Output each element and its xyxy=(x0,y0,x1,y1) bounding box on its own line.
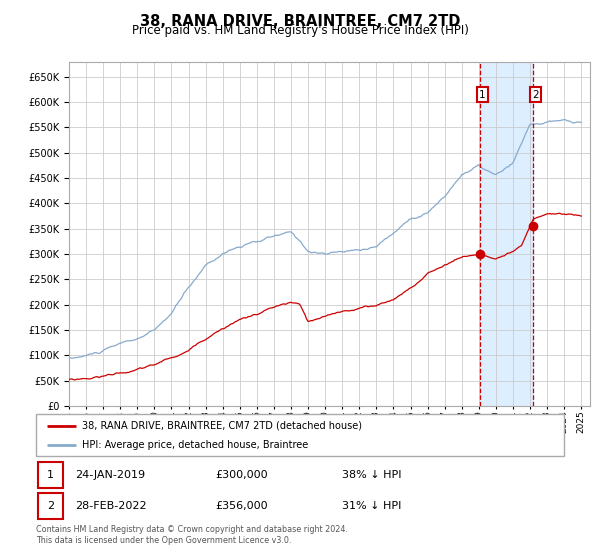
Text: 2: 2 xyxy=(47,501,54,511)
Text: 24-JAN-2019: 24-JAN-2019 xyxy=(76,470,146,480)
Text: 31% ↓ HPI: 31% ↓ HPI xyxy=(342,501,401,511)
Text: 38, RANA DRIVE, BRAINTREE, CM7 2TD: 38, RANA DRIVE, BRAINTREE, CM7 2TD xyxy=(140,14,460,29)
Text: HPI: Average price, detached house, Braintree: HPI: Average price, detached house, Brai… xyxy=(82,440,309,450)
Text: £300,000: £300,000 xyxy=(215,470,268,480)
Bar xyxy=(38,493,63,519)
Text: Contains HM Land Registry data © Crown copyright and database right 2024.
This d: Contains HM Land Registry data © Crown c… xyxy=(36,525,348,545)
Text: 38, RANA DRIVE, BRAINTREE, CM7 2TD (detached house): 38, RANA DRIVE, BRAINTREE, CM7 2TD (deta… xyxy=(82,421,362,431)
Text: 38% ↓ HPI: 38% ↓ HPI xyxy=(342,470,402,480)
Text: 1: 1 xyxy=(479,90,486,100)
Text: Price paid vs. HM Land Registry's House Price Index (HPI): Price paid vs. HM Land Registry's House … xyxy=(131,24,469,37)
Text: £356,000: £356,000 xyxy=(215,501,268,511)
Bar xyxy=(480,62,533,406)
Text: 1: 1 xyxy=(47,470,54,480)
Text: 2: 2 xyxy=(532,90,539,100)
Bar xyxy=(38,463,63,488)
Text: 28-FEB-2022: 28-FEB-2022 xyxy=(76,501,147,511)
